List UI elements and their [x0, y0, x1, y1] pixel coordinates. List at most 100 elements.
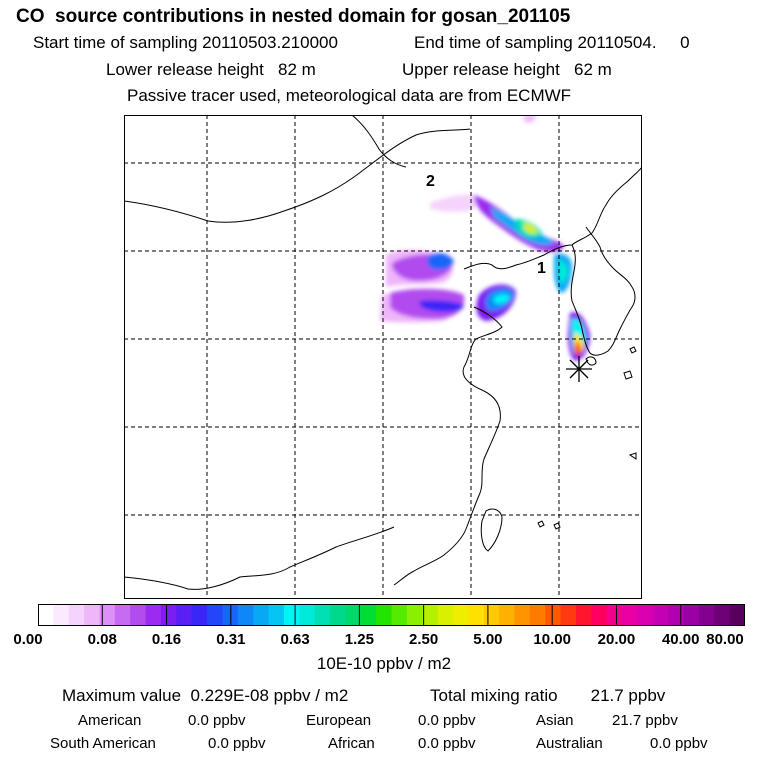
taiwan — [480, 508, 503, 552]
start-time-label: Start time of sampling 20110503.210000 — [33, 33, 338, 52]
colorbar-swatch — [314, 604, 331, 626]
colorbar-tick-label: 10.00 — [533, 631, 571, 648]
colorbar-swatch — [668, 604, 685, 626]
colorbar-tick-label: 5.00 — [473, 631, 503, 648]
upper-release-label: Upper release height 62 m — [402, 60, 612, 79]
colorbar-swatch — [99, 604, 116, 626]
map-panel: 2 1 — [124, 115, 642, 599]
colorbar-swatch — [376, 604, 393, 626]
asterisk-icon — [566, 356, 592, 382]
point-1-label: 1 — [537, 260, 546, 277]
colorbar-swatch — [145, 604, 162, 626]
colorbar-swatch — [391, 604, 408, 626]
island-5 — [553, 522, 561, 530]
plot-title: CO source contributions in nested domain… — [16, 6, 571, 27]
colorbar-swatch — [38, 604, 54, 626]
region-european-name: European — [306, 712, 372, 729]
colorbar-tick-label: 80.00 — [706, 631, 744, 648]
colorbar-swatch — [406, 604, 423, 626]
concentration-plumes — [380, 115, 590, 361]
region-european-value: 0.0 ppbv — [418, 712, 476, 729]
region-australian-value: 0.0 ppbv — [650, 735, 708, 752]
jeju-island — [585, 356, 597, 366]
colorbar-tick-label: 0.31 — [216, 631, 246, 648]
colorbar-swatch — [468, 604, 485, 626]
maximum-value: Maximum value 0.229E-08 ppbv / m2 — [62, 686, 349, 705]
colorbar-swatch — [191, 604, 208, 626]
region-asian-value: 21.7 ppbv — [612, 712, 678, 729]
region-african-name: African — [328, 735, 375, 752]
region-american-name: American — [78, 712, 142, 729]
colorbar-swatch — [499, 604, 516, 626]
coastlines — [124, 115, 642, 599]
colorbar-swatch — [483, 604, 500, 626]
colorbar — [38, 604, 745, 626]
island-2 — [629, 346, 637, 354]
colorbar-swatch — [253, 604, 270, 626]
colorbar-swatch — [176, 604, 193, 626]
colorbar-tick-label: 20.00 — [597, 631, 636, 648]
colorbar-swatch — [652, 604, 669, 626]
colorbar-swatch — [729, 604, 745, 626]
colorbar-swatch — [114, 604, 131, 626]
region-asian-name: Asian — [536, 712, 574, 729]
colorbar-swatch — [53, 604, 70, 626]
region-south-american-name: South American — [50, 735, 156, 752]
colorbar-swatch — [683, 604, 700, 626]
colorbar-swatch — [422, 604, 439, 626]
colorbar-tick-label: 0.08 — [87, 631, 117, 648]
colorbar-swatch — [591, 604, 608, 626]
colorbar-tick-label: 2.50 — [409, 631, 439, 648]
colorbar-swatch — [268, 604, 285, 626]
island-1 — [623, 370, 633, 380]
island-4 — [537, 520, 545, 528]
colorbar-swatch — [360, 604, 377, 626]
north-border — [351, 115, 407, 168]
colorbar-swatch — [437, 604, 454, 626]
colorbar-swatch — [560, 604, 577, 626]
colorbar-swatch — [452, 604, 469, 626]
colorbar-swatch — [637, 604, 654, 626]
colorbar-swatch — [299, 604, 316, 626]
korea-coast — [570, 226, 636, 356]
island-3 — [628, 452, 637, 460]
end-time-label: End time of sampling 20110504. 0 — [414, 33, 690, 52]
colorbar-swatch — [330, 604, 346, 626]
colorbar-swatch — [68, 604, 85, 626]
region-south-american-value: 0.0 ppbv — [208, 735, 266, 752]
colorbar-swatch — [130, 604, 147, 626]
colorbar-swatch — [283, 604, 300, 626]
colorbar-swatch — [698, 604, 715, 626]
colorbar-swatch — [84, 604, 101, 626]
colorbar-frame — [38, 604, 745, 626]
colorbar-swatch — [622, 604, 639, 626]
map-frame — [124, 115, 642, 599]
total-mixing-ratio: Total mixing ratio 21.7 ppbv — [430, 686, 666, 705]
colorbar-swatch — [529, 604, 546, 626]
colorbar-swatch — [714, 604, 731, 626]
region-american-value: 0.0 ppbv — [188, 712, 246, 729]
colorbar-tick-label: 40.00 — [661, 631, 700, 648]
south-border — [124, 526, 395, 590]
tracer-note: Passive tracer used, meteorological data… — [127, 86, 572, 105]
colorbar-swatch — [207, 604, 224, 626]
colorbar-swatch — [606, 604, 623, 626]
gridlines — [124, 115, 642, 599]
colorbar-tick-label: 0.16 — [151, 631, 182, 648]
colorbar-swatch — [575, 604, 592, 626]
mongolia-border — [124, 128, 471, 223]
region-australian-name: Australian — [536, 735, 603, 752]
colorbar-tick-label: 0.00 — [13, 631, 43, 648]
point-2-label: 2 — [426, 173, 435, 190]
colorbar-swatch — [345, 604, 362, 626]
colorbar-tick-label: 1.25 — [344, 631, 374, 648]
colorbar-swatch — [545, 604, 562, 626]
colorbar-unit: 10E-10 ppbv / m2 — [316, 654, 452, 673]
colorbar-swatch — [514, 604, 531, 626]
china-coast — [393, 306, 503, 586]
colorbar-swatch — [160, 604, 177, 626]
colorbar-swatch — [237, 604, 254, 626]
region-african-value: 0.0 ppbv — [418, 735, 476, 752]
lower-release-label: Lower release height 82 m — [106, 60, 316, 79]
colorbar-tick-label: 0.63 — [280, 631, 310, 648]
